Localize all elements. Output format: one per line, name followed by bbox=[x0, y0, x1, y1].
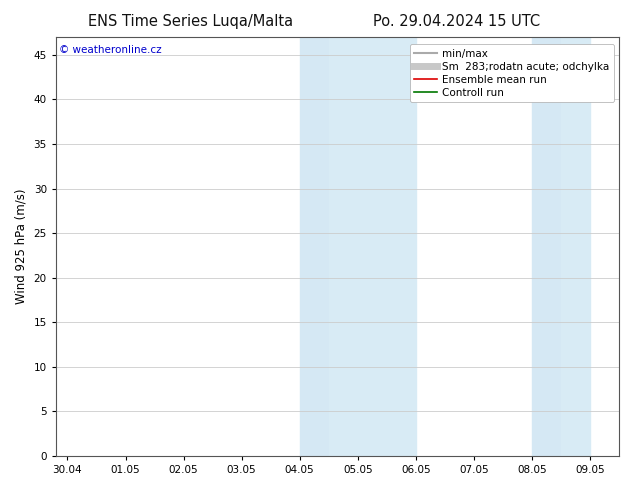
Text: Po. 29.04.2024 15 UTC: Po. 29.04.2024 15 UTC bbox=[373, 14, 540, 29]
Legend: min/max, Sm  283;rodatn acute; odchylka, Ensemble mean run, Controll run: min/max, Sm 283;rodatn acute; odchylka, … bbox=[410, 45, 614, 102]
Bar bbox=[300, 37, 328, 456]
Bar bbox=[532, 37, 561, 456]
Bar bbox=[328, 37, 416, 456]
Text: © weatheronline.cz: © weatheronline.cz bbox=[59, 46, 161, 55]
Y-axis label: Wind 925 hPa (m/s): Wind 925 hPa (m/s) bbox=[15, 189, 28, 304]
Text: ENS Time Series Luqa/Malta: ENS Time Series Luqa/Malta bbox=[87, 14, 293, 29]
Bar bbox=[561, 37, 590, 456]
